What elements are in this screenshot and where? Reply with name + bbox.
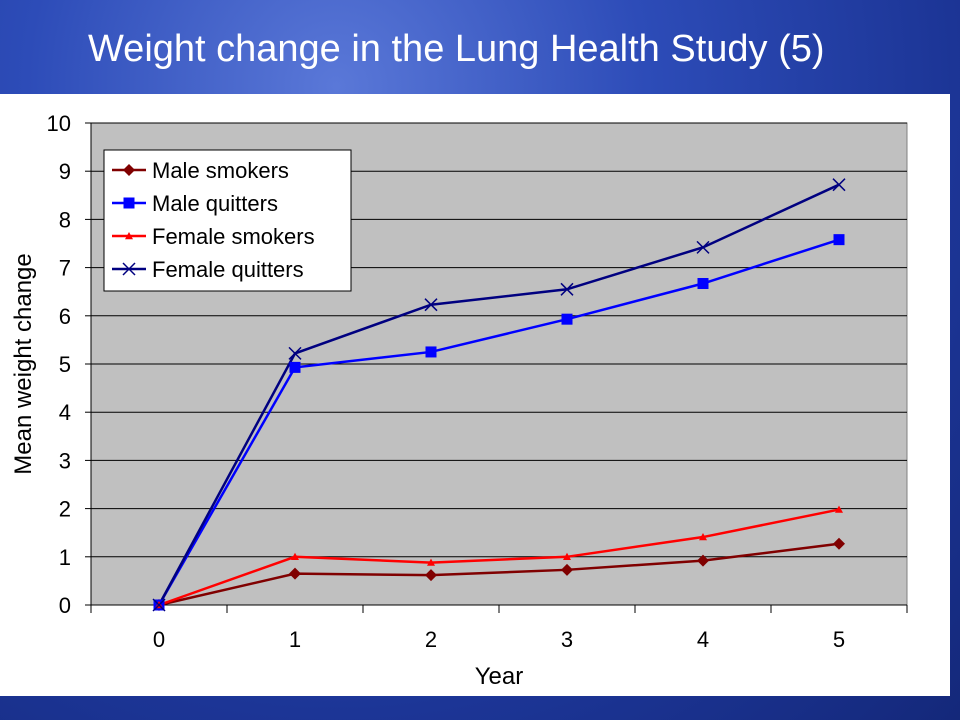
slide-title: Weight change in the Lung Health Study (… (88, 28, 825, 70)
x-tick-label: 3 (561, 627, 573, 652)
data-point (696, 240, 710, 254)
data-point (699, 533, 707, 541)
y-axis-title: Mean weight change (10, 253, 37, 474)
data-point (561, 313, 573, 325)
data-point (835, 505, 843, 513)
legend-marker (123, 197, 135, 209)
x-tick-label: 2 (425, 627, 437, 652)
series-line-0 (158, 542, 840, 607)
data-point (832, 178, 846, 192)
legend-label: Female quitters (152, 257, 304, 282)
x-tick-label: 1 (289, 627, 301, 652)
x-tick-label: 4 (697, 627, 709, 652)
legend-label: Female smokers (152, 224, 315, 249)
data-point (291, 552, 299, 560)
y-tick-label: 7 (59, 256, 71, 281)
data-point (424, 298, 438, 312)
legend-marker (123, 164, 135, 176)
y-tick-label: 4 (59, 400, 71, 425)
line-chart: 0 1 2 3 4 5 6 7 8 9 10 0 1 2 3 4 5 Year Mean weight cha… (10, 111, 908, 690)
series-line-1 (157, 238, 840, 606)
y-tick-label: 0 (59, 593, 71, 618)
data-point (425, 346, 437, 358)
data-point (833, 234, 845, 246)
legend: Male smokers Male quitters Female smokers F… (103, 149, 352, 292)
x-tick-label: 5 (833, 627, 845, 652)
data-point (289, 361, 301, 373)
legend-marker (122, 262, 136, 276)
x-axis-title: Year (475, 663, 524, 690)
y-tick-label: 9 (59, 159, 71, 184)
y-tick-label: 8 (59, 207, 71, 232)
data-point (697, 278, 709, 290)
data-point (833, 537, 845, 550)
data-point (427, 558, 435, 566)
data-point (697, 554, 709, 567)
y-tick-label: 2 (59, 497, 71, 522)
data-point (560, 282, 574, 296)
data-point (561, 563, 573, 576)
legend-box (103, 149, 352, 292)
chart-panel: 0 1 2 3 4 5 6 7 8 9 10 0 1 2 3 4 5 Year Mean weight cha… (0, 94, 950, 696)
y-tick-label: 5 (59, 352, 71, 377)
legend-marker (125, 232, 133, 240)
legend-label: Male smokers (152, 158, 289, 183)
x-tick-label: 0 (153, 627, 165, 652)
series-line-2 (158, 508, 840, 607)
y-tick-label: 6 (59, 304, 71, 329)
data-point (288, 346, 302, 360)
y-tick-label: 1 (59, 545, 71, 570)
y-tick-label: 10 (47, 111, 71, 136)
data-point (289, 567, 301, 580)
data-point (563, 552, 571, 560)
data-point (152, 598, 166, 612)
legend-label: Male quitters (152, 191, 278, 216)
series-line-3 (157, 183, 840, 606)
y-tick-label: 3 (59, 448, 71, 473)
data-point (425, 569, 437, 582)
